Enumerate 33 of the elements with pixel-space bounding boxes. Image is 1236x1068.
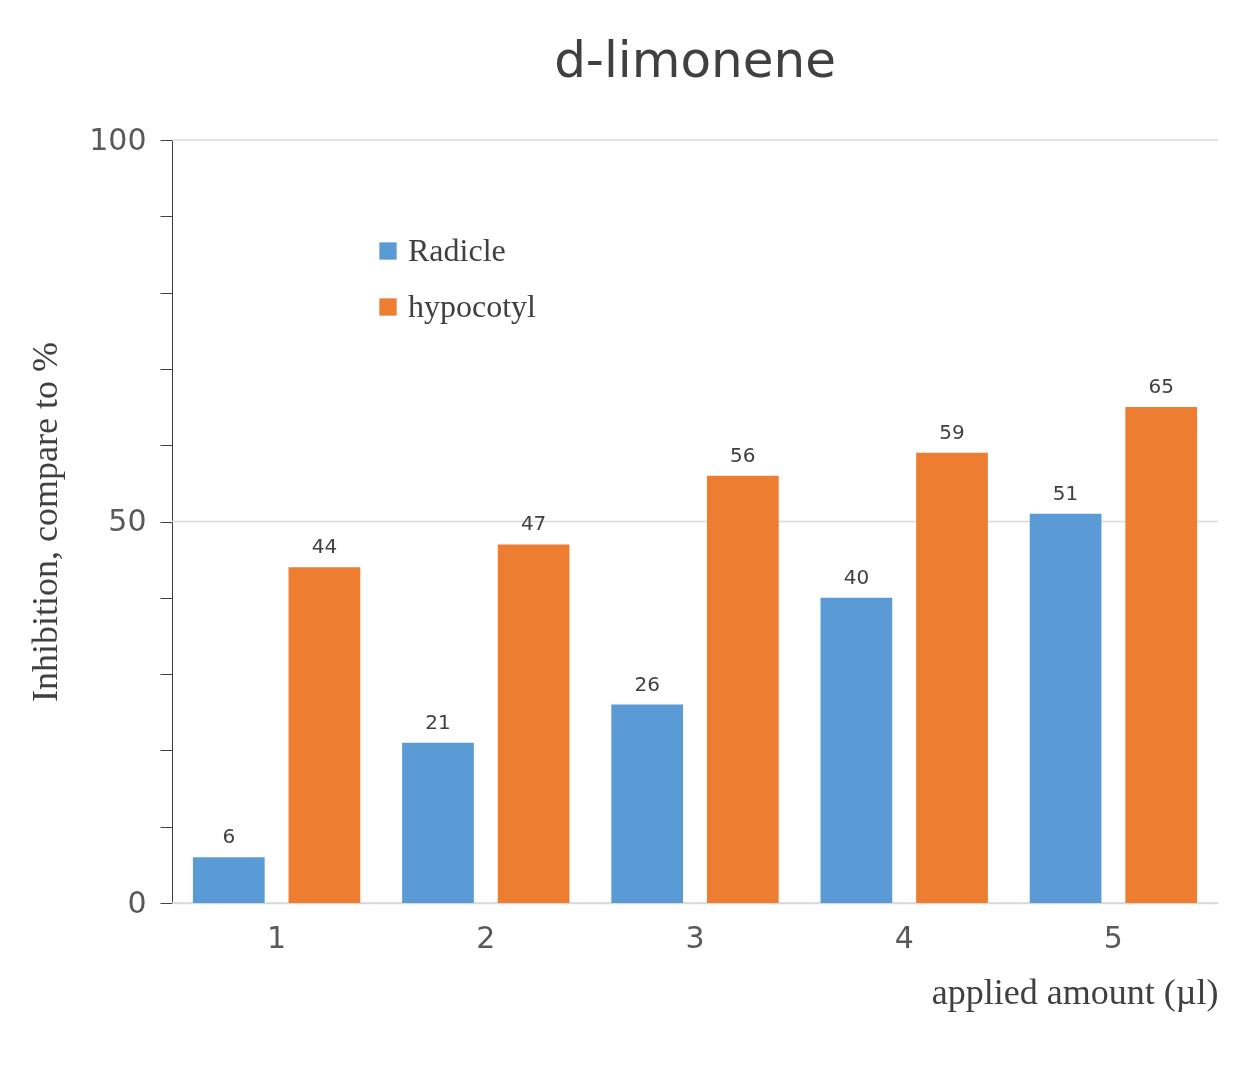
bar [288, 567, 361, 903]
bar [1125, 407, 1198, 903]
data-label: 65 [1148, 374, 1174, 399]
data-label: 21 [425, 709, 451, 734]
bar [402, 742, 474, 903]
y-tick-label: 100 [89, 121, 147, 157]
x-axis-title: applied amount (µl) [931, 971, 1219, 1012]
x-tick-label: 2 [476, 919, 496, 955]
y-tick-label: 0 [127, 884, 147, 920]
y-axis-title: Inhibition, compare to % [25, 342, 66, 702]
bar [192, 857, 265, 903]
data-label: 47 [520, 511, 547, 536]
x-tick-label: 3 [685, 919, 705, 955]
legend-label: hypocotyl [408, 288, 537, 324]
bar [916, 452, 988, 903]
legend-label: Radicle [408, 232, 506, 268]
bar [706, 475, 779, 903]
data-label: 44 [311, 534, 338, 559]
y-tick-label: 50 [108, 503, 147, 538]
bar [611, 704, 684, 903]
chart-title: d-limonene [554, 31, 836, 89]
x-tick-label: 5 [1103, 919, 1123, 955]
bar [497, 544, 570, 903]
data-label: 59 [939, 419, 965, 444]
x-tick-label: 4 [894, 919, 914, 955]
data-label: 6 [222, 824, 236, 849]
data-label: 56 [730, 442, 756, 467]
data-label: 26 [634, 671, 660, 696]
data-label: 40 [843, 564, 870, 589]
x-tick-label: 1 [267, 919, 287, 955]
data-label: 51 [1052, 480, 1079, 505]
bar [1029, 513, 1102, 903]
bar [820, 597, 893, 903]
